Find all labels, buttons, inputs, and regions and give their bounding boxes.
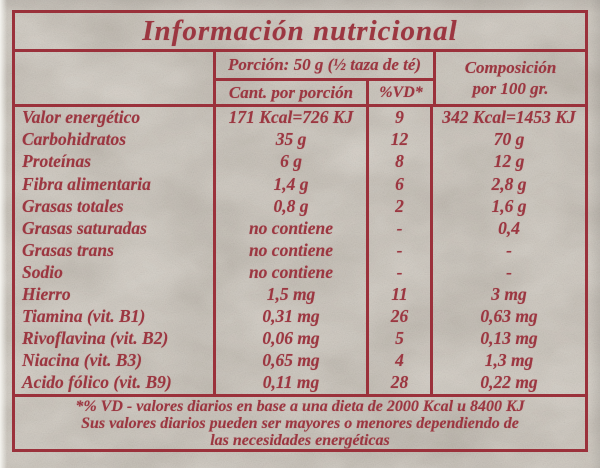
percent-daily-value: 9 (369, 107, 433, 130)
amount-per-serving: 1,4 g (216, 173, 369, 196)
nutrient-name: Grasas saturadas (15, 217, 216, 240)
header-empty-cell (15, 52, 216, 104)
amount-per-serving: 0,65 mg (216, 349, 369, 372)
amount-per-serving: no contiene (216, 239, 369, 262)
amount-column-header: Cant. por porción (216, 81, 369, 104)
percent-daily-value: 2 (369, 195, 433, 218)
per100-header-line1: Composición (464, 57, 557, 77)
per-100g-value: 1,6 g (491, 195, 527, 216)
footnote-line1: *% VD - valores diarios en base a una di… (75, 397, 525, 415)
page-title: Información nutricional (15, 13, 585, 52)
amount-per-serving: 171 Kcal=726 KJ (216, 107, 369, 130)
nutrient-name: Carbohidratos (15, 129, 216, 152)
nutrition-table: Información nutricional Porción: 50 g (½… (12, 10, 588, 452)
nutrient-name: Proteínas (15, 151, 216, 174)
nutrient-name: Sodio (15, 261, 216, 284)
footnote-line3: las necesidades energéticas (210, 431, 390, 449)
dv-header-text: %VD* (379, 83, 423, 101)
nutrient-name: Grasas totales (15, 195, 216, 218)
footnote: *% VD - valores diarios en base a una di… (15, 394, 585, 449)
amount-per-serving: 1,5 mg (216, 283, 369, 306)
percent-daily-value: 5 (369, 327, 433, 350)
amount-per-serving: 0,06 mg (216, 327, 369, 350)
per-100g-value: 2,8 g (491, 173, 527, 194)
percent-daily-value: 28 (369, 371, 433, 394)
amount-per-serving: 35 g (216, 129, 369, 152)
amount-per-serving: 0,31 mg (216, 305, 369, 328)
amount-per-serving: 6 g (216, 151, 369, 174)
portion-text: Porción: 50 g (½ taza de té) (227, 55, 422, 74)
nutrient-name: Fibra alimentaria (15, 173, 216, 196)
percent-daily-value: 4 (369, 349, 433, 372)
percent-daily-value: - (369, 261, 433, 284)
portion-header: Porción: 50 g (½ taza de té) (216, 52, 433, 81)
percent-daily-value: - (369, 239, 433, 262)
per100-header-line2: por 100 gr. (472, 79, 549, 98)
percent-daily-value: 12 (369, 129, 433, 152)
table-header: Porción: 50 g (½ taza de té) Cant. por p… (15, 52, 585, 107)
per-100g-value: 342 Kcal=1453 KJ (442, 107, 576, 128)
nutrient-name: Acido fólico (vit. B9) (15, 371, 216, 394)
nutrient-name: Niacina (vit. B3) (15, 349, 216, 372)
per100-column-header: Composición por 100 gr. (433, 52, 585, 104)
per-100g-value: 12 g (493, 151, 525, 172)
per-100g-value: 0,13 mg (480, 328, 538, 349)
percent-daily-value: 26 (369, 305, 433, 328)
percent-daily-value: 6 (369, 173, 433, 196)
amount-per-serving: 0,11 mg (216, 371, 369, 394)
per-100g-value: - (506, 261, 512, 282)
percent-daily-value: 11 (369, 283, 433, 306)
nutrient-name: Tiamina (vit. B1) (15, 305, 216, 328)
nutrient-name: Rivoflavina (vit. B2) (15, 327, 216, 350)
per-100g-value: - (506, 239, 512, 260)
footnote-line2: Sus valores diarios pueden ser mayores o… (81, 414, 519, 432)
per-100g-value: 3 mg (491, 283, 527, 304)
percent-daily-value: - (369, 217, 433, 240)
daily-value-column-header: %VD* (369, 81, 433, 104)
per-100g-value: 0,63 mg (480, 305, 538, 326)
nutrient-name: Hierro (15, 283, 216, 306)
per-100g-value: 0,22 mg (480, 372, 538, 393)
percent-daily-value: 8 (369, 151, 433, 174)
nutrient-name: Valor energético (15, 107, 216, 130)
title-text: Información nutricional (142, 14, 458, 47)
amount-per-serving: no contiene (216, 261, 369, 284)
per-100g-value: 1,3 mg (484, 350, 534, 371)
per-100g-value: 0,4 (498, 217, 520, 238)
table-body: Valor energético 171 Kcal=726 KJ 9 342 K… (15, 107, 585, 394)
per-100g-value: 70 g (493, 129, 525, 150)
amount-header-text: Cant. por porción (228, 82, 354, 102)
nutrient-name: Grasas trans (15, 239, 216, 262)
amount-per-serving: no contiene (216, 217, 369, 240)
amount-per-serving: 0,8 g (216, 195, 369, 218)
